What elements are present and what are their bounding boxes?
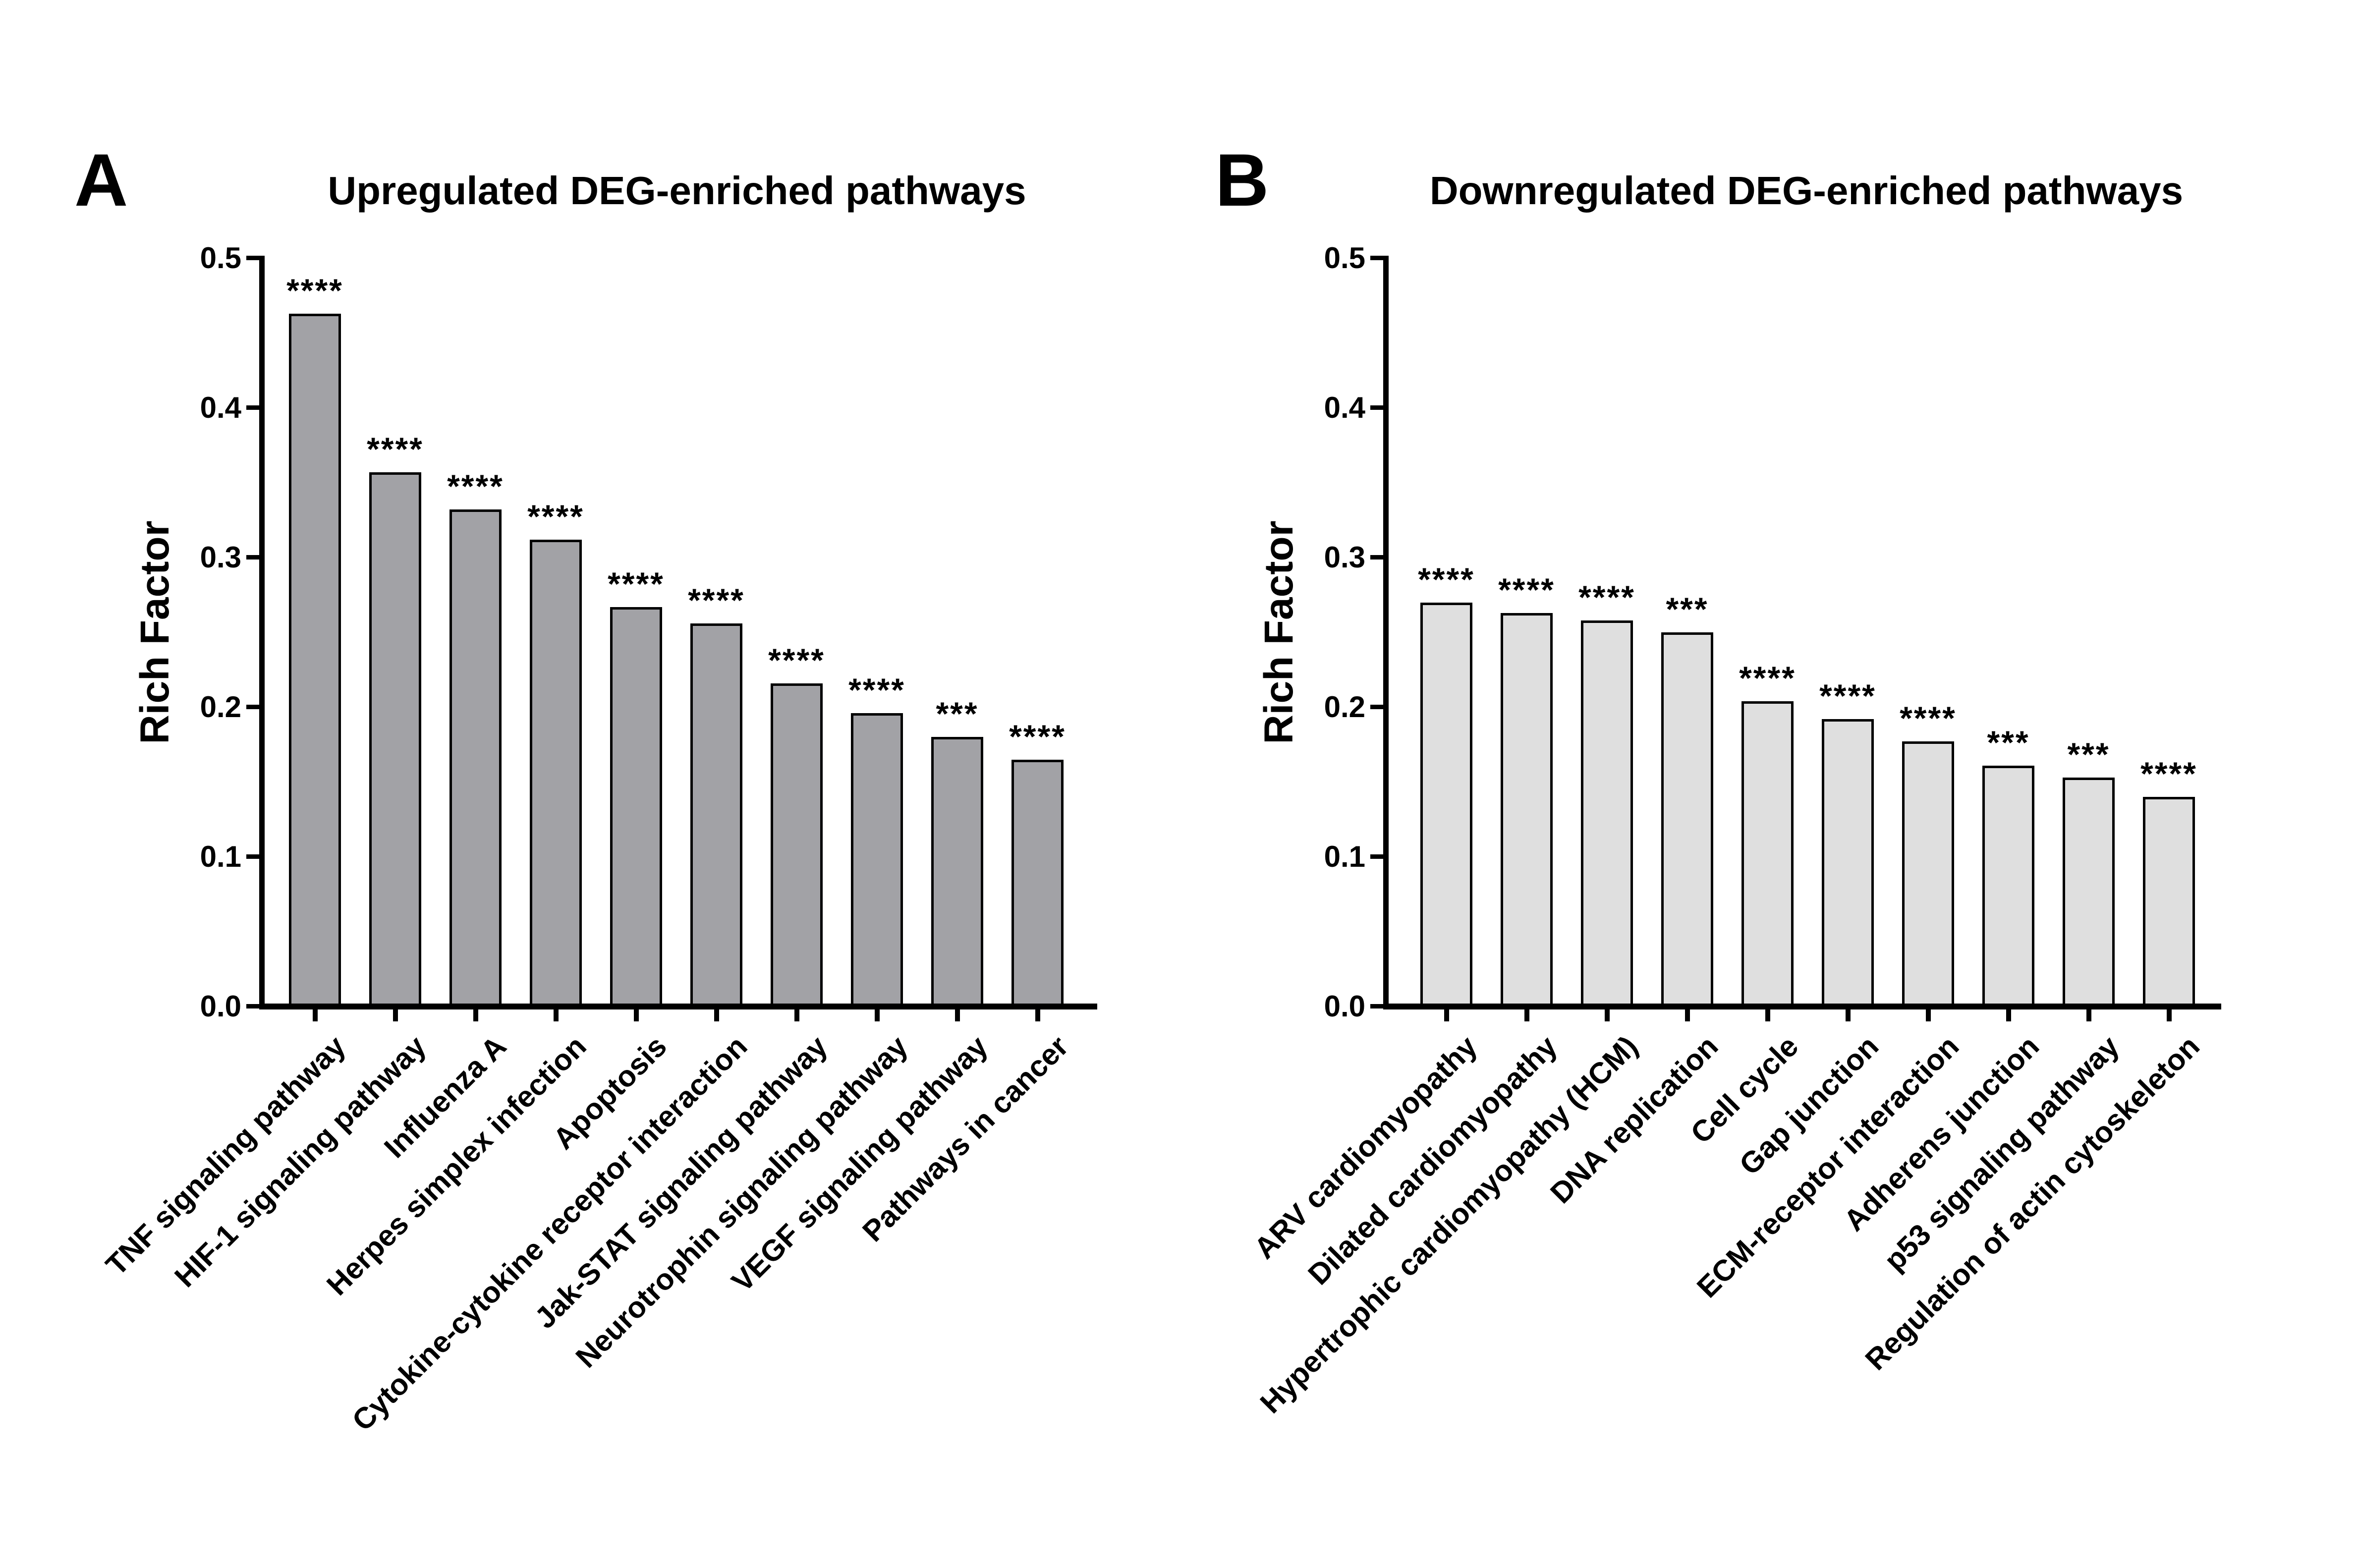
y-axis-tick — [246, 854, 259, 859]
y-axis-tick — [246, 705, 259, 709]
x-axis-tick — [2086, 1009, 2091, 1021]
x-axis-tick — [393, 1009, 398, 1021]
y-axis-tick — [1370, 256, 1383, 260]
significance-stars: **** — [447, 468, 504, 504]
x-axis-tick — [714, 1009, 719, 1021]
x-category-label: Hypertrophic cardiomyopathy (HCM) — [1253, 1029, 1644, 1420]
y-tick-label: 0.0 — [1324, 990, 1365, 1023]
chart-title-downregulated: Downregulated DEG-enriched pathways — [1429, 168, 2184, 213]
x-axis-tick — [2166, 1009, 2172, 1021]
significance-stars: **** — [527, 498, 584, 535]
x-axis-tick — [1444, 1009, 1449, 1021]
y-tick-label: 0.0 — [200, 990, 241, 1023]
x-axis-tick — [1845, 1009, 1851, 1021]
bar-5 — [610, 607, 662, 1007]
bar-10 — [2143, 797, 2195, 1007]
x-axis-line — [259, 1004, 1097, 1009]
bar-6 — [690, 623, 742, 1007]
x-axis-tick — [473, 1009, 478, 1021]
y-tick-label: 0.1 — [200, 840, 241, 873]
significance-stars: **** — [848, 672, 905, 708]
bar-8 — [851, 713, 903, 1007]
x-axis-tick — [794, 1009, 799, 1021]
y-axis-line — [1383, 256, 1389, 1009]
significance-stars: **** — [1498, 571, 1555, 608]
bar-4 — [530, 540, 582, 1007]
bar-9 — [931, 737, 983, 1007]
significance-stars: *** — [1987, 724, 2030, 761]
significance-stars: **** — [1009, 718, 1066, 755]
x-axis-tick — [2006, 1009, 2011, 1021]
panel-letter-b: B — [1215, 138, 1269, 222]
x-axis-tick — [1604, 1009, 1610, 1021]
x-axis-tick — [633, 1009, 639, 1021]
significance-stars: **** — [1819, 677, 1876, 714]
y-axis-tick — [1370, 1004, 1383, 1008]
significance-stars: **** — [1578, 579, 1635, 616]
bar-2 — [1501, 613, 1553, 1007]
x-axis-tick — [553, 1009, 559, 1021]
y-axis-tick — [246, 555, 259, 560]
chart-title-upregulated: Upregulated DEG-enriched pathways — [328, 168, 1026, 213]
bar-9 — [2063, 778, 2115, 1007]
y-tick-label: 0.5 — [1324, 241, 1365, 275]
y-tick-label: 0.3 — [1324, 541, 1365, 574]
y-tick-label: 0.4 — [1324, 391, 1365, 424]
y-tick-label: 0.5 — [200, 241, 241, 275]
bar-1 — [289, 314, 341, 1007]
y-tick-label: 0.1 — [1324, 840, 1365, 873]
bar-5 — [1741, 701, 1794, 1007]
y-axis-label: Rich Factor — [1256, 520, 1301, 744]
x-axis-tick — [874, 1009, 880, 1021]
y-axis-tick — [246, 1004, 259, 1008]
significance-stars: **** — [608, 565, 665, 602]
significance-stars: **** — [367, 431, 424, 467]
y-axis-line — [259, 256, 265, 1009]
y-axis-tick — [246, 256, 259, 260]
y-axis-tick — [1370, 405, 1383, 410]
x-axis-tick — [312, 1009, 318, 1021]
y-tick-label: 0.3 — [200, 541, 241, 574]
significance-stars: **** — [1418, 561, 1475, 598]
y-axis-tick — [1370, 705, 1383, 709]
bar-7 — [1902, 741, 1954, 1007]
significance-stars: **** — [1739, 660, 1796, 696]
significance-stars: *** — [2067, 736, 2110, 773]
y-axis-tick — [1370, 854, 1383, 859]
y-tick-label: 0.4 — [200, 391, 241, 424]
y-tick-label: 0.2 — [200, 690, 241, 724]
x-axis-tick — [1765, 1009, 1770, 1021]
significance-stars: **** — [286, 272, 343, 309]
x-axis-tick — [1524, 1009, 1529, 1021]
y-tick-label: 0.2 — [1324, 690, 1365, 724]
panel-letter-a: A — [74, 138, 128, 222]
bar-8 — [1982, 766, 2034, 1007]
significance-stars: **** — [1900, 700, 1957, 736]
bar-6 — [1822, 719, 1874, 1007]
significance-stars: **** — [768, 642, 825, 678]
significance-stars: **** — [688, 582, 745, 618]
x-axis-tick — [1035, 1009, 1040, 1021]
bar-7 — [771, 683, 823, 1007]
x-axis-tick — [1925, 1009, 1931, 1021]
x-axis-line — [1383, 1004, 2221, 1009]
significance-stars: *** — [1666, 591, 1709, 627]
y-axis-tick — [1370, 555, 1383, 560]
y-axis-tick — [246, 405, 259, 410]
significance-stars: *** — [936, 695, 979, 732]
bar-3 — [449, 509, 502, 1007]
bar-1 — [1420, 603, 1472, 1007]
x-axis-tick — [955, 1009, 960, 1021]
significance-stars: **** — [2140, 755, 2197, 792]
bar-3 — [1581, 620, 1633, 1007]
bar-10 — [1011, 760, 1064, 1007]
x-axis-tick — [1685, 1009, 1690, 1021]
